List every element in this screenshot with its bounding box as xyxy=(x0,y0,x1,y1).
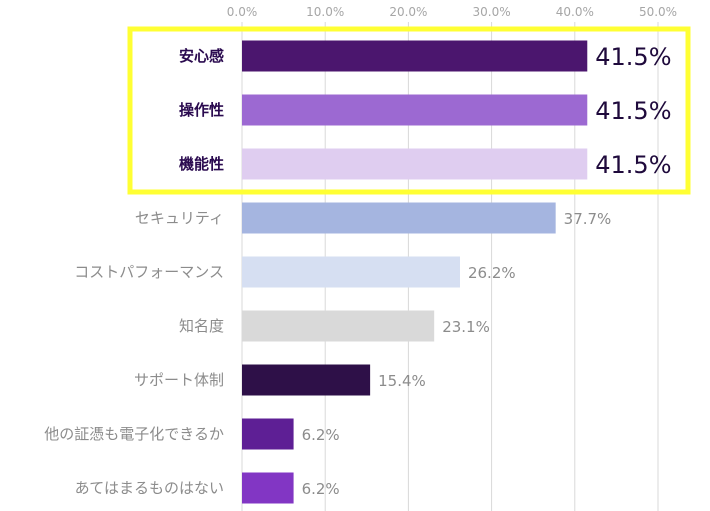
category-label: セキュリティ xyxy=(135,209,224,227)
bar-8 xyxy=(242,418,294,450)
data-label: 41.5% xyxy=(595,151,671,179)
category-label: サポート体制 xyxy=(134,371,224,389)
bar-6 xyxy=(242,310,435,342)
bar-4 xyxy=(242,202,556,234)
x-axis-ticks: 0.0% 10.0% 20.0% 30.0% 40.0% 50.0% xyxy=(227,5,677,19)
category-labels: 安心感操作性機能性セキュリティコストパフォーマンス知名度サポート体制他の証憑も電… xyxy=(44,47,224,497)
data-label: 15.4% xyxy=(378,372,426,390)
x-tick-label: 50.0% xyxy=(639,5,677,19)
value-labels: 41.5% 41.5% 41.5% 37.7% 26.2% 23.1% 15.4% 6.2% 6… xyxy=(302,43,672,498)
category-label: 操作性 xyxy=(179,101,224,119)
x-tick-label: 0.0% xyxy=(227,5,258,19)
data-label: 26.2% xyxy=(468,264,516,282)
bar-5 xyxy=(242,256,460,288)
bar-1 xyxy=(242,40,588,72)
x-tick-label: 10.0% xyxy=(306,5,344,19)
data-label: 6.2% xyxy=(302,426,340,444)
bar-2 xyxy=(242,94,588,126)
x-tick-label: 20.0% xyxy=(389,5,427,19)
category-label: あてはまるものはない xyxy=(75,479,224,497)
x-tick-label: 40.0% xyxy=(556,5,594,19)
bar-7 xyxy=(242,364,371,396)
category-label: 安心感 xyxy=(179,47,224,65)
highlight-box xyxy=(127,26,691,195)
data-label: 23.1% xyxy=(442,318,490,336)
data-label: 41.5% xyxy=(595,43,671,71)
data-label: 6.2% xyxy=(302,480,340,498)
data-label: 37.7% xyxy=(564,210,612,228)
x-tick-label: 30.0% xyxy=(473,5,511,19)
bar-3 xyxy=(242,148,588,180)
data-label: 41.5% xyxy=(595,97,671,125)
category-label: 他の証憑も電子化できるか xyxy=(44,425,224,443)
bar-9 xyxy=(242,472,294,504)
category-label: コストパフォーマンス xyxy=(74,263,224,281)
bars xyxy=(242,40,588,504)
category-label: 機能性 xyxy=(179,155,224,173)
category-label: 知名度 xyxy=(179,317,224,335)
